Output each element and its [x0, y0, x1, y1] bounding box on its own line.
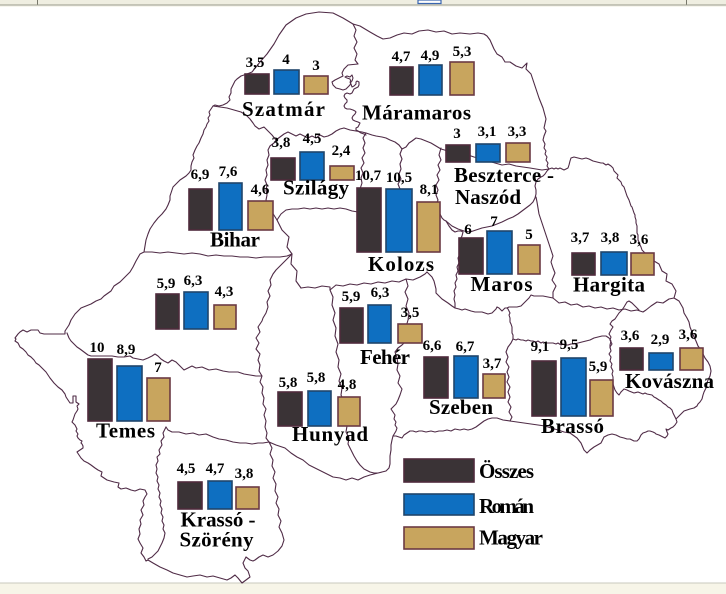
svg-text:Szörény: Szörény: [180, 528, 255, 552]
svg-text:Szeben: Szeben: [429, 395, 493, 419]
svg-text:3,8: 3,8: [601, 230, 620, 246]
svg-text:Összes: Összes: [479, 459, 534, 483]
svg-text:4,9: 4,9: [421, 48, 440, 64]
svg-text:Hunyad: Hunyad: [292, 422, 368, 446]
svg-text:2,4: 2,4: [332, 143, 351, 159]
svg-text:4: 4: [282, 52, 290, 68]
svg-text:4,3: 4,3: [215, 284, 234, 300]
svg-text:4,8: 4,8: [338, 377, 357, 393]
svg-text:4,6: 4,6: [251, 182, 270, 198]
svg-text:9,1: 9,1: [531, 339, 550, 355]
svg-text:Bihar: Bihar: [210, 228, 260, 252]
svg-text:5,9: 5,9: [157, 276, 176, 292]
svg-text:6,7: 6,7: [456, 339, 475, 355]
svg-text:10: 10: [90, 340, 105, 356]
svg-text:3,6: 3,6: [630, 232, 649, 248]
svg-text:4,5: 4,5: [303, 131, 322, 147]
svg-text:Krassó -: Krassó -: [181, 508, 256, 532]
svg-text:10,5: 10,5: [386, 170, 412, 186]
svg-text:Szatmár: Szatmár: [242, 97, 325, 121]
svg-text:6,6: 6,6: [423, 338, 442, 354]
svg-text:5,8: 5,8: [307, 370, 326, 386]
svg-text:Fehér: Fehér: [360, 345, 410, 369]
svg-text:3,7: 3,7: [571, 230, 590, 246]
svg-text:Kolozs: Kolozs: [368, 252, 434, 276]
svg-text:3,6: 3,6: [679, 327, 698, 343]
svg-text:3: 3: [312, 58, 320, 74]
svg-text:3,8: 3,8: [272, 135, 291, 151]
svg-text:7: 7: [490, 214, 498, 230]
svg-text:2,9: 2,9: [651, 332, 670, 348]
svg-text:3,7: 3,7: [483, 356, 502, 372]
svg-text:5,9: 5,9: [342, 289, 361, 305]
svg-text:Maros: Maros: [471, 272, 533, 296]
svg-text:3,1: 3,1: [478, 124, 497, 140]
svg-text:Temes: Temes: [96, 419, 155, 443]
svg-text:4,7: 4,7: [392, 49, 411, 65]
svg-text:3,3: 3,3: [508, 124, 527, 140]
svg-text:7,6: 7,6: [219, 164, 238, 180]
svg-text:4,7: 4,7: [206, 461, 225, 477]
svg-text:9,5: 9,5: [560, 337, 579, 353]
svg-text:Szilágy: Szilágy: [283, 176, 350, 200]
svg-text:5,9: 5,9: [589, 359, 608, 375]
svg-text:6,9: 6,9: [191, 167, 210, 183]
svg-text:5,3: 5,3: [453, 44, 472, 60]
svg-text:3,5: 3,5: [401, 305, 420, 321]
svg-text:3,8: 3,8: [235, 466, 254, 482]
svg-text:Máramaros: Máramaros: [362, 101, 471, 125]
svg-text:6,3: 6,3: [371, 285, 390, 301]
svg-text:8,9: 8,9: [117, 342, 136, 358]
svg-text:8,1: 8,1: [420, 182, 439, 198]
svg-text:5,8: 5,8: [279, 375, 298, 391]
svg-text:10,7: 10,7: [355, 168, 382, 184]
svg-text:Hargita: Hargita: [573, 273, 646, 297]
svg-text:Kovászna: Kovászna: [625, 369, 715, 393]
svg-text:Román: Román: [479, 494, 534, 518]
svg-text:Magyar: Magyar: [479, 526, 543, 550]
svg-text:4,5: 4,5: [177, 461, 196, 477]
svg-text:3,6: 3,6: [621, 328, 640, 344]
svg-text:Beszterce -: Beszterce -: [454, 163, 554, 187]
svg-text:Brassó: Brassó: [541, 414, 604, 438]
svg-text:7: 7: [154, 360, 162, 376]
svg-text:6: 6: [464, 222, 472, 238]
svg-text:3: 3: [453, 126, 461, 142]
svg-text:5: 5: [525, 227, 533, 243]
svg-text:6,3: 6,3: [184, 273, 203, 289]
svg-text:3,5: 3,5: [246, 55, 265, 71]
svg-text:Naszód: Naszód: [455, 185, 521, 209]
